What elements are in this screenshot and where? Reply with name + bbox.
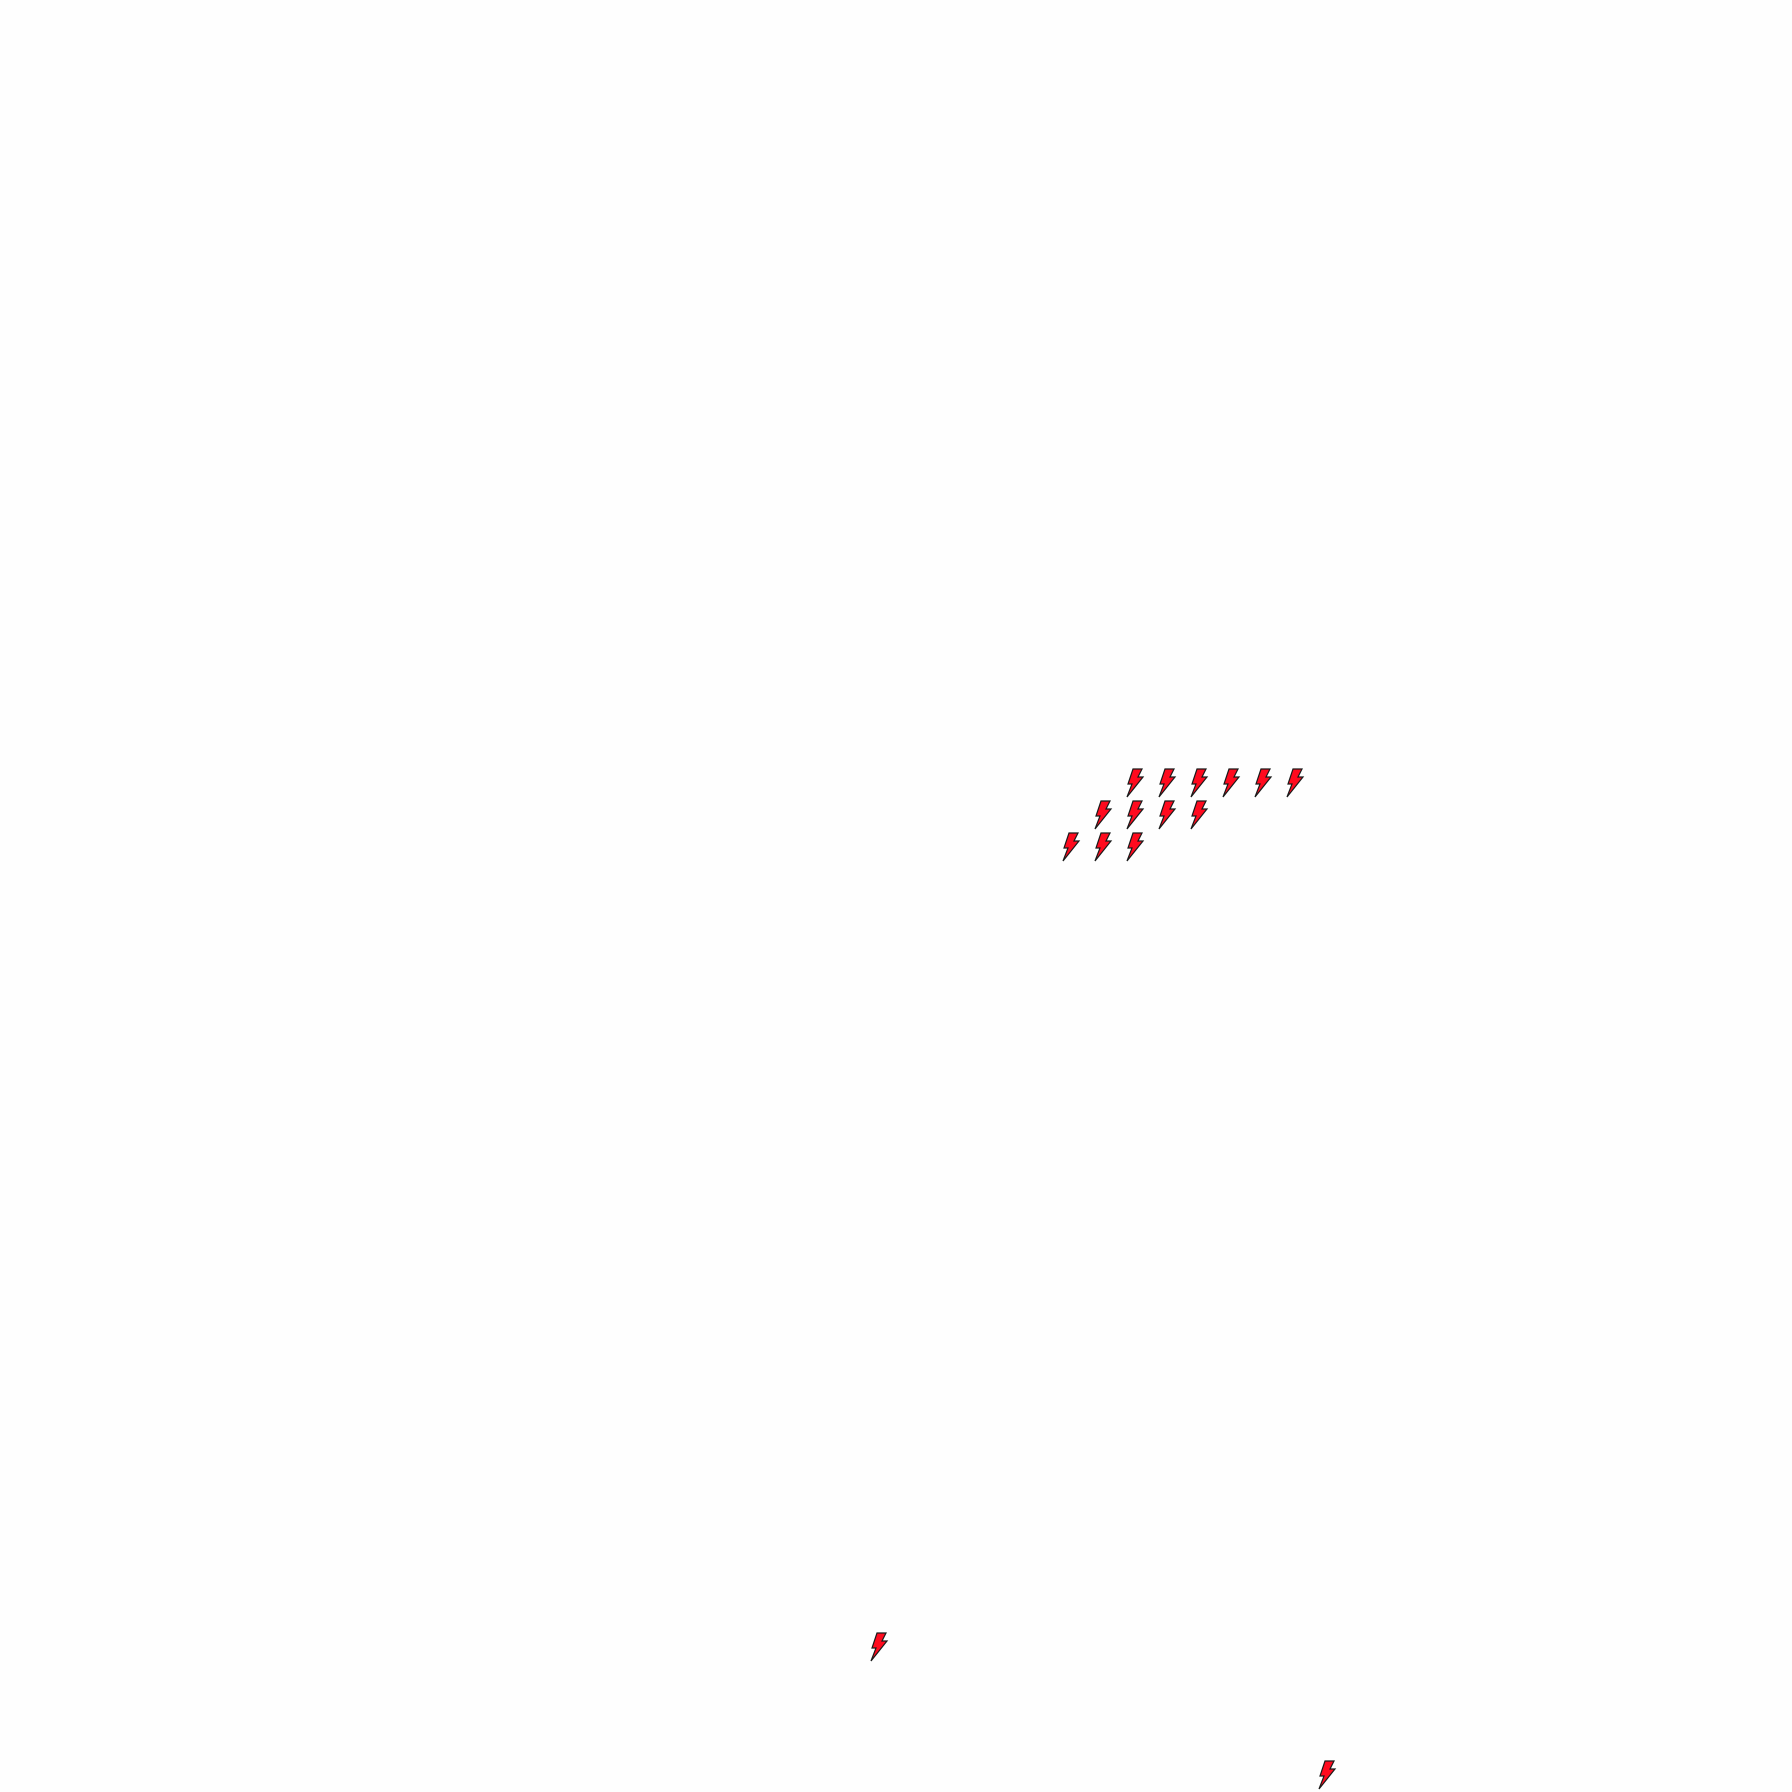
lightning-bolt-icon [1061,832,1081,862]
lightning-bolt-icon [1125,768,1145,798]
lightning-bolt-icon [1157,800,1177,830]
lightning-bolt-icon [1189,768,1209,798]
lightning-bolt-icon [1189,800,1209,830]
lightning-bolt-icon [1157,768,1177,798]
lightning-bolt-icon [1093,832,1113,862]
lightning-bolt-icon [1253,768,1273,798]
lightning-bolt-icon [1093,800,1113,830]
lightning-bolt-icon [869,1632,889,1662]
lightning-bolt-icon [1317,1760,1337,1790]
lightning-bolt-icon [1125,800,1145,830]
lightning-bolt-icon [1125,832,1145,862]
lightning-bolt-icon [1221,768,1241,798]
lightning-bolt-icon [1285,768,1305,798]
